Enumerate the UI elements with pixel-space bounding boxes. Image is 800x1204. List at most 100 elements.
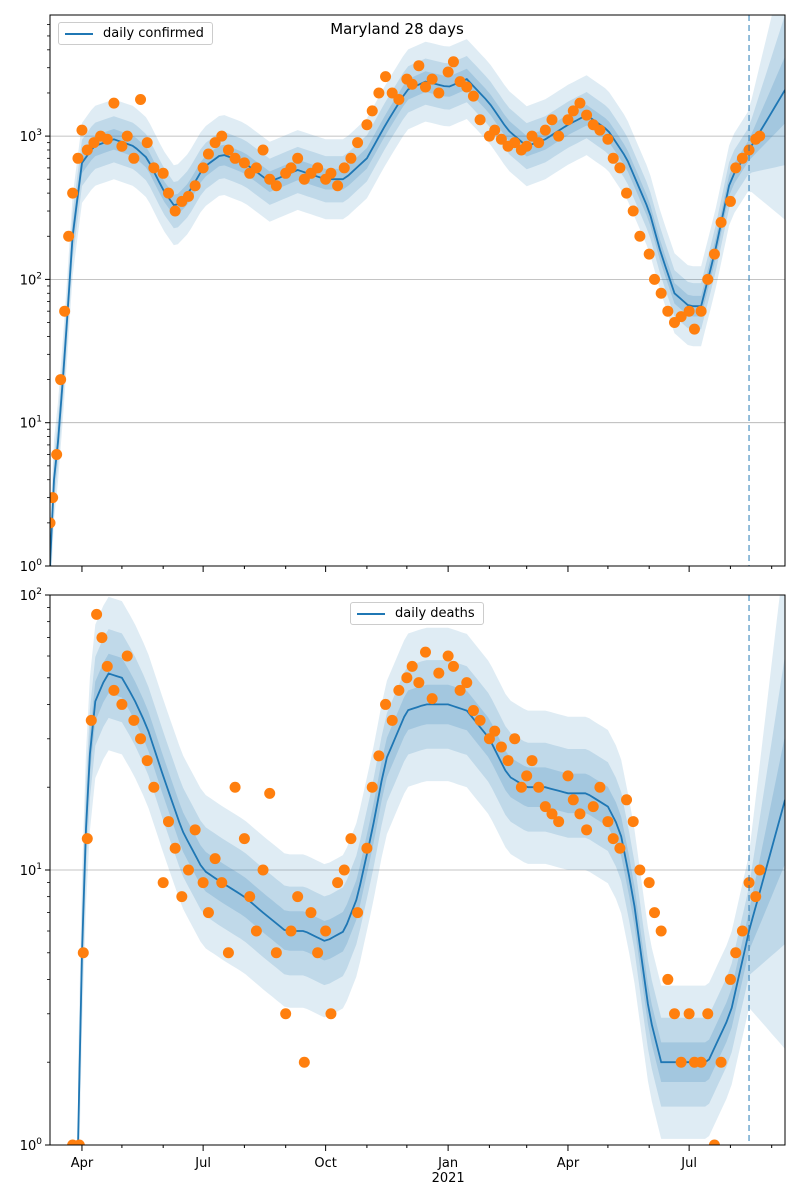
x-tick-label: Jul	[194, 1156, 211, 1171]
data-point	[754, 864, 766, 876]
data-point	[461, 81, 473, 93]
data-point	[467, 90, 479, 102]
data-point	[338, 864, 350, 876]
data-point	[108, 684, 120, 696]
data-point	[562, 770, 574, 782]
data-point	[169, 205, 181, 217]
data-point	[594, 781, 606, 793]
data-point	[63, 230, 75, 242]
data-point	[366, 781, 378, 793]
data-point	[141, 137, 153, 149]
data-point	[489, 725, 501, 737]
data-point	[285, 925, 297, 937]
data-point	[238, 157, 250, 169]
data-point	[73, 1139, 85, 1145]
data-point	[77, 947, 89, 959]
data-point	[627, 816, 639, 828]
data-point	[614, 842, 626, 854]
data-point	[216, 877, 228, 889]
data-point	[614, 162, 626, 174]
data-point	[730, 162, 742, 174]
data-point	[413, 60, 425, 72]
data-point	[715, 216, 727, 228]
data-point	[461, 677, 473, 689]
data-point	[526, 755, 538, 767]
data-point	[338, 162, 350, 174]
data-point	[442, 650, 454, 662]
y-tick-label: 102	[20, 271, 42, 288]
data-point	[121, 130, 133, 142]
data-point	[433, 667, 445, 679]
data-point	[574, 808, 586, 820]
legend-label: daily deaths	[395, 606, 475, 621]
data-point	[320, 925, 332, 937]
data-point	[454, 684, 466, 696]
x-tick-label: Jan	[437, 1156, 458, 1171]
data-point	[101, 660, 113, 672]
data-point	[649, 907, 661, 919]
data-point	[574, 97, 586, 109]
data-point	[607, 152, 619, 164]
plot-area	[50, 15, 785, 566]
data-point	[587, 801, 599, 813]
data-point	[81, 833, 93, 845]
data-point	[163, 187, 175, 199]
data-point	[222, 947, 234, 959]
data-point	[91, 608, 103, 620]
data-point	[643, 877, 655, 889]
data-point	[108, 97, 120, 109]
data-point	[483, 733, 495, 745]
data-point	[655, 925, 667, 937]
uncertainty-band	[78, 595, 785, 1145]
data-point	[675, 1056, 687, 1068]
data-point	[515, 781, 527, 793]
data-point	[489, 124, 501, 136]
data-point	[675, 311, 687, 323]
data-point	[447, 56, 459, 68]
data-point	[361, 119, 373, 131]
data-point	[332, 180, 344, 192]
data-point	[135, 733, 147, 745]
data-point	[562, 114, 574, 126]
data-point	[581, 109, 593, 121]
data-point	[533, 781, 545, 793]
y-tick-label: 102	[20, 587, 42, 604]
data-point	[345, 152, 357, 164]
y-tick-exponent: 0	[36, 1137, 42, 1147]
data-point	[634, 864, 646, 876]
data-point	[736, 152, 748, 164]
data-point	[539, 124, 551, 136]
y-tick-label: 101	[20, 862, 42, 879]
data-point	[141, 755, 153, 767]
legend-line-swatch	[65, 32, 93, 35]
data-point	[386, 714, 398, 726]
data-point	[229, 781, 241, 793]
figure-title: Maryland 28 days	[330, 20, 464, 38]
data-point	[708, 1139, 720, 1145]
x-tick-label: Apr	[557, 1156, 580, 1171]
data-point	[116, 140, 128, 152]
data-point	[197, 877, 209, 889]
legend-line-swatch	[357, 612, 385, 615]
data-point	[366, 105, 378, 117]
data-point	[736, 925, 748, 937]
data-point	[157, 877, 169, 889]
data-point	[474, 714, 486, 726]
data-point	[373, 750, 385, 762]
data-point	[345, 833, 357, 845]
data-point	[148, 162, 160, 174]
data-point	[602, 133, 614, 145]
data-point	[643, 248, 655, 260]
data-point	[189, 824, 201, 836]
y-tick-label: 103	[20, 128, 42, 145]
data-point	[76, 124, 88, 136]
y-tick-exponent: 1	[36, 862, 42, 872]
data-point	[148, 781, 160, 793]
data-point	[176, 891, 188, 903]
x-tick-label: Jul	[680, 1156, 697, 1171]
uncertainty-band	[78, 653, 785, 1145]
y-tick-label: 100	[20, 1137, 43, 1154]
data-point	[51, 448, 63, 460]
y-tick-label: 100	[20, 558, 43, 575]
